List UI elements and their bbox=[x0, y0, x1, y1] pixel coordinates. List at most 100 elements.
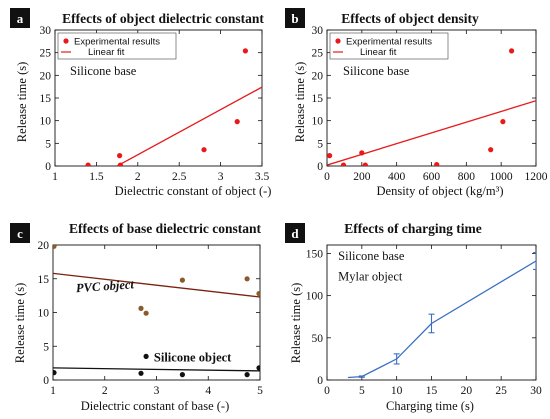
y-tick-label: 100 bbox=[306, 291, 324, 303]
y-axis-label: Release time (s) bbox=[289, 283, 303, 364]
chart-title: Effects of base dielectric constant bbox=[69, 221, 261, 236]
x-tick-label: 1000 bbox=[490, 171, 513, 183]
y-tick-label: 25 bbox=[40, 48, 52, 60]
y-tick-label: 150 bbox=[306, 248, 324, 260]
data-point bbox=[340, 162, 347, 166]
data-point bbox=[53, 245, 57, 249]
legend-box bbox=[329, 32, 449, 60]
y-tick-label: 0 bbox=[43, 375, 49, 387]
x-tick-label: 3 bbox=[218, 171, 224, 183]
x-axis-label: Density of object (kg/m³) bbox=[377, 184, 504, 198]
chart-title: Effects of object dielectric constant bbox=[62, 11, 264, 26]
y-tick-label: 0 bbox=[317, 375, 323, 387]
data-point bbox=[143, 353, 149, 359]
panel-letter-box bbox=[10, 223, 30, 243]
x-tick-label: 4 bbox=[205, 385, 211, 397]
panel-letter: d bbox=[291, 226, 299, 241]
data-point bbox=[201, 147, 207, 153]
x-tick-label: 800 bbox=[458, 171, 476, 183]
legend-entry-fit: Linear fit bbox=[360, 47, 397, 58]
x-tick-label: 5 bbox=[257, 385, 263, 397]
y-tick-label: 25 bbox=[312, 48, 324, 60]
plot-area: 0 5 10 15 20 25 30 0 50 100 150 Silicone base Mylar … bbox=[306, 244, 542, 397]
data-point bbox=[488, 147, 494, 153]
annotation-silicone-base: Silicone base bbox=[70, 64, 137, 78]
data-point bbox=[244, 372, 250, 378]
annotation-silicone-base: Silicone base bbox=[338, 249, 405, 263]
x-tick-label: 1.5 bbox=[89, 171, 104, 183]
data-point bbox=[434, 162, 440, 166]
x-tick-label: 2.5 bbox=[172, 171, 187, 183]
y-tick-label: 50 bbox=[312, 333, 324, 345]
x-tick-label: 3.5 bbox=[255, 171, 270, 183]
data-point bbox=[327, 153, 333, 159]
x-axis-label: Dielectric constant of object (-) bbox=[115, 184, 272, 198]
data-point bbox=[362, 162, 368, 166]
panel-letter: c bbox=[17, 226, 23, 241]
plot-area: 1 2 3 4 5 0 5 10 15 20 PVC object Silicone object bbox=[38, 240, 264, 397]
x-tick-label: 20 bbox=[461, 385, 473, 397]
y-tick-label: 10 bbox=[38, 308, 50, 320]
data-point bbox=[244, 276, 250, 282]
annotation-pvc-object: PVC object bbox=[76, 277, 135, 295]
panel-letter: a bbox=[17, 11, 24, 26]
data-point bbox=[500, 119, 506, 125]
legend-box bbox=[57, 32, 177, 60]
x-tick-label: 0 bbox=[324, 171, 330, 183]
y-tick-label: 10 bbox=[312, 116, 324, 128]
annotation-mylar-object: Mylar object bbox=[338, 269, 403, 283]
legend-entry-experimental: Experimental results bbox=[346, 37, 432, 48]
x-tick-label: 400 bbox=[388, 171, 406, 183]
y-tick-label: 10 bbox=[40, 116, 52, 128]
series-linear-fit bbox=[327, 100, 536, 166]
panel-letter-box bbox=[285, 223, 305, 243]
x-tick-label: 200 bbox=[353, 171, 371, 183]
x-tick-label: 1 bbox=[52, 171, 58, 183]
panel-letter-box bbox=[10, 8, 30, 28]
y-tick-label: 15 bbox=[38, 274, 50, 286]
series-line bbox=[53, 272, 260, 298]
data-point bbox=[509, 48, 515, 54]
x-tick-label: 30 bbox=[530, 385, 542, 397]
data-point bbox=[179, 372, 185, 378]
series-pvc-object-fit bbox=[53, 272, 260, 298]
x-tick-label: 3 bbox=[154, 385, 160, 397]
chart-title: Effects of object density bbox=[341, 11, 479, 26]
y-tick-label: 5 bbox=[43, 341, 49, 353]
legend-entry-fit: Linear fit bbox=[88, 47, 125, 58]
data-point bbox=[256, 365, 260, 371]
legend-marker-experimental bbox=[335, 38, 341, 44]
y-tick-label: 20 bbox=[40, 70, 52, 82]
y-axis-label: Release time (s) bbox=[15, 62, 29, 143]
series-silicone-object-fit bbox=[53, 367, 260, 372]
x-tick-label: 10 bbox=[391, 385, 403, 397]
panel-d: d Effects of charging time 0 5 10 15 20 25 300… bbox=[285, 221, 542, 413]
y-tick-label: 15 bbox=[312, 93, 324, 105]
x-tick-label: 25 bbox=[495, 385, 507, 397]
panel-letter-box bbox=[285, 8, 305, 28]
x-tick-label: 1 bbox=[50, 385, 56, 397]
data-point bbox=[53, 370, 57, 376]
data-point bbox=[179, 277, 185, 283]
y-tick-label: 30 bbox=[40, 25, 52, 37]
y-tick-label: 15 bbox=[40, 93, 52, 105]
series-silicone-object bbox=[53, 353, 260, 378]
axes-frame bbox=[326, 244, 537, 381]
data-point bbox=[85, 162, 91, 166]
series-linear-fit bbox=[116, 86, 262, 166]
data-point bbox=[242, 48, 248, 54]
legend: Experimental results Linear fit bbox=[57, 32, 177, 60]
series-experimental-results bbox=[327, 48, 515, 166]
panel-c: c Effects of base dielectric constant 1 2… bbox=[10, 221, 263, 413]
x-axis-label: Dielectric constant of base (-) bbox=[81, 399, 230, 413]
data-point bbox=[256, 291, 260, 297]
y-tick-label: 20 bbox=[312, 70, 324, 82]
x-tick-label: 1200 bbox=[525, 171, 548, 183]
series-release-time bbox=[347, 252, 536, 379]
y-tick-label: 5 bbox=[317, 138, 323, 150]
x-tick-label: 2 bbox=[102, 385, 108, 397]
panel-b: b Effects of object density 0 200 400 600 80… bbox=[285, 8, 548, 198]
x-tick-label: 0 bbox=[324, 385, 330, 397]
annotation-silicone-base: Silicone base bbox=[343, 64, 410, 78]
